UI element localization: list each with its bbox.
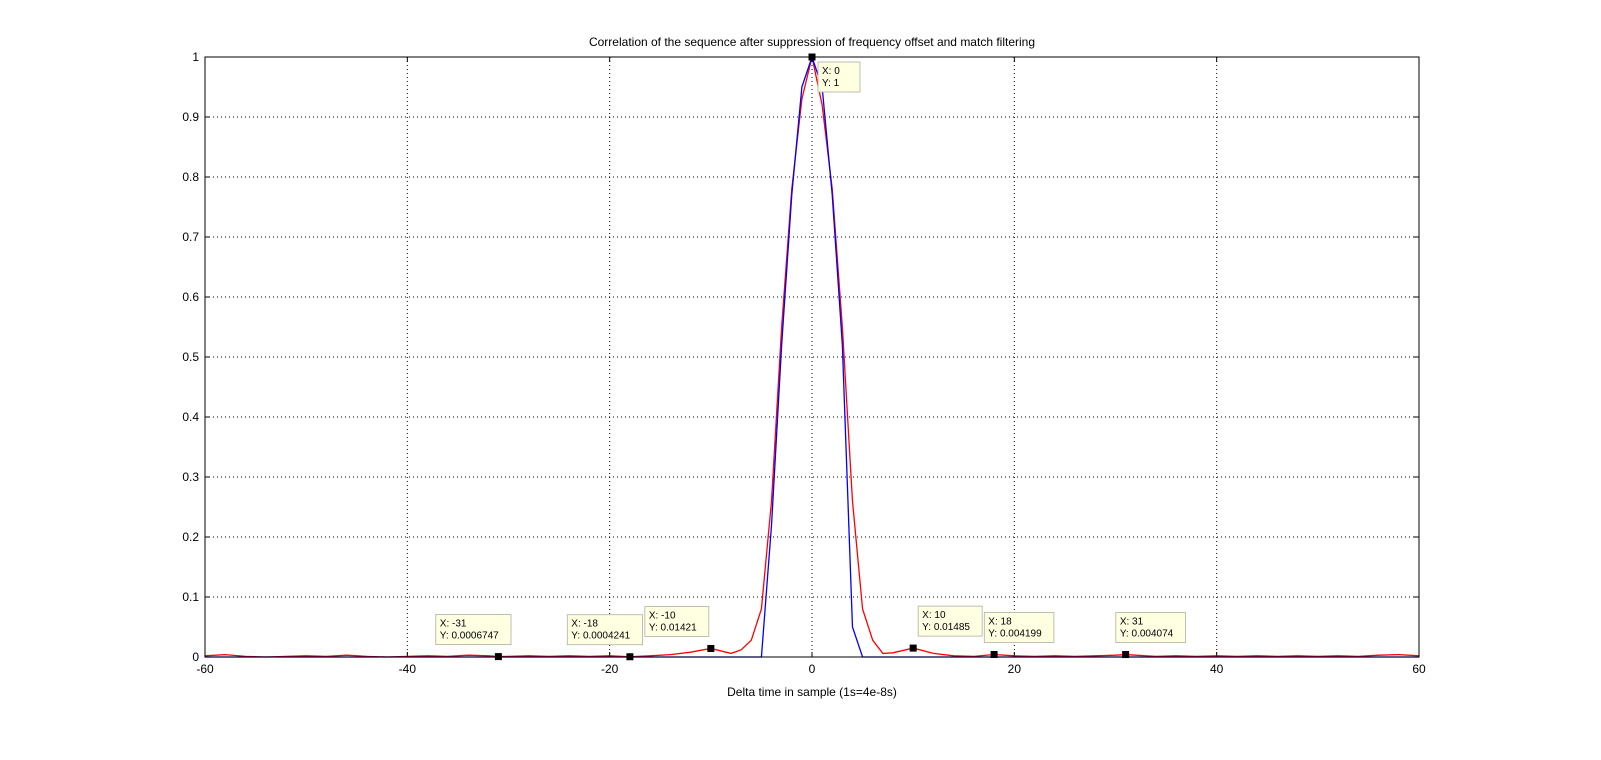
x-tick-label: 40 [1210, 662, 1224, 676]
datatip-text: X: 18 [988, 616, 1012, 627]
datatip[interactable]: X: -10Y: 0.01421 [644, 606, 715, 652]
datatip-text: Y: 0.01421 [649, 622, 697, 633]
x-tick-label: -20 [601, 662, 619, 676]
y-tick-label: 0 [192, 650, 199, 664]
y-tick-label: 0.9 [182, 110, 199, 124]
datatip-text: Y: 0.01485 [922, 622, 970, 633]
datatip[interactable]: X: 0Y: 1 [808, 53, 861, 93]
datatip-text: X: -10 [649, 610, 676, 621]
datatip[interactable]: X: 18Y: 0.004199 [983, 612, 1055, 658]
y-tick-label: 1 [192, 50, 199, 64]
x-tick-label: 60 [1412, 662, 1426, 676]
datatip-text: Y: 1 [822, 78, 840, 89]
y-tick-label: 0.6 [182, 290, 199, 304]
y-tick-label: 0.7 [182, 230, 199, 244]
datatip-marker[interactable] [1122, 651, 1130, 659]
x-axis-label: Delta time in sample (1s=4e-8s) [727, 685, 897, 699]
grid [205, 57, 1419, 657]
datatip-marker[interactable] [990, 650, 998, 658]
y-tick-label: 0.2 [182, 530, 199, 544]
datatip-marker[interactable] [808, 53, 816, 61]
x-tick-label: -60 [196, 662, 214, 676]
y-tick-label: 0.3 [182, 470, 199, 484]
datatip[interactable]: X: 10Y: 0.01485 [909, 605, 983, 652]
ticks: -60 -40 -20 0 20 40 60 0 0.1 0.2 0.3 0.4 0.5 0.6 0.7 0.… [182, 50, 1426, 676]
datatip-marker[interactable] [626, 653, 634, 661]
datatip-marker[interactable] [909, 644, 917, 652]
datatip-text: X: 31 [1120, 617, 1144, 628]
datatip-text: Y: 0.0006747 [440, 631, 499, 642]
y-tick-label: 0.1 [182, 590, 199, 604]
datatip-text: Y: 0.0004241 [571, 631, 630, 642]
y-tick-label: 0.8 [182, 170, 199, 184]
datatip[interactable]: X: -31Y: 0.0006747 [435, 614, 512, 661]
datatip[interactable]: X: 31Y: 0.004074 [1115, 612, 1186, 659]
datatip-text: Y: 0.004199 [988, 628, 1042, 639]
datatip-box [566, 614, 643, 646]
y-tick-label: 0.4 [182, 410, 199, 424]
datatip-box [983, 612, 1055, 643]
datatip-marker[interactable] [707, 644, 715, 652]
datatip-box [1115, 612, 1186, 643]
datatip-marker[interactable] [494, 653, 502, 661]
datatip-box [917, 605, 983, 637]
datatip-text: X: -18 [571, 619, 598, 630]
datatip-text: X: -31 [440, 619, 467, 630]
x-tick-label: -40 [399, 662, 417, 676]
datatip-box [644, 606, 710, 637]
x-tick-label: 0 [809, 662, 816, 676]
datatip-box [435, 614, 512, 645]
datatip-text: X: 0 [822, 66, 840, 77]
x-tick-label: 20 [1008, 662, 1022, 676]
y-tick-label: 0.5 [182, 350, 199, 364]
chart-title: Correlation of the sequence after suppre… [589, 35, 1035, 49]
datatip[interactable]: X: -18Y: 0.0004241 [566, 614, 643, 661]
datatip-text: Y: 0.004074 [1120, 629, 1174, 640]
datatip-box [817, 61, 861, 93]
datatip-text: X: 10 [922, 610, 946, 621]
